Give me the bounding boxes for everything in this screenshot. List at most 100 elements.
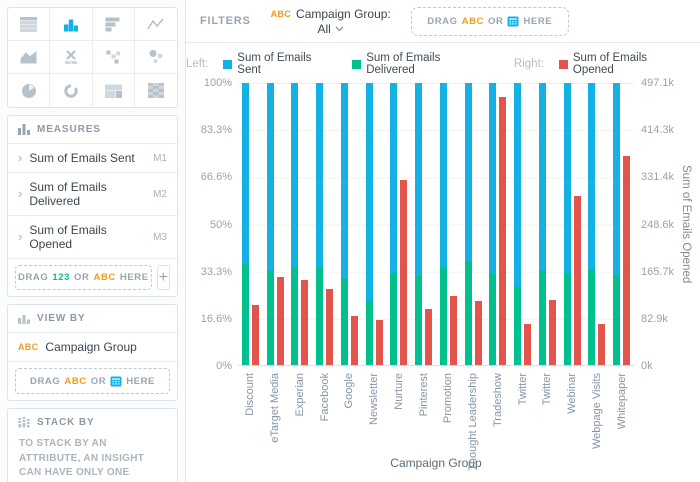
emails-sent-segment[interactable] xyxy=(365,83,373,302)
vis-type-heatmap[interactable] xyxy=(135,74,177,107)
campaign-group-filter-chip[interactable]: ABC Campaign Group: All xyxy=(271,7,391,36)
bar-group[interactable] xyxy=(535,83,560,365)
legend-item-emails-sent[interactable]: Sum of Emails Sent xyxy=(223,52,337,76)
emails-opened-bar[interactable] xyxy=(276,277,284,365)
bar-group[interactable] xyxy=(411,83,436,365)
stacked-bar[interactable] xyxy=(316,83,324,365)
bar-group[interactable] xyxy=(387,83,412,365)
emails-delivered-segment[interactable] xyxy=(514,287,522,365)
stacked-bar[interactable] xyxy=(415,83,423,365)
stacked-bar[interactable] xyxy=(340,83,348,365)
emails-delivered-segment[interactable] xyxy=(464,260,472,365)
emails-opened-bar[interactable] xyxy=(573,195,581,365)
vis-type-area-chart[interactable] xyxy=(8,41,51,74)
stacked-bar[interactable] xyxy=(464,83,472,365)
bar-group[interactable] xyxy=(560,83,585,365)
emails-opened-bar[interactable] xyxy=(598,323,606,365)
emails-opened-bar[interactable] xyxy=(251,305,259,365)
emails-opened-bar[interactable] xyxy=(400,180,408,365)
emails-sent-segment[interactable] xyxy=(538,83,546,272)
bar-group[interactable] xyxy=(510,83,535,365)
vis-type-scatter-plot[interactable] xyxy=(92,41,135,74)
stacked-bar[interactable] xyxy=(514,83,522,365)
emails-sent-segment[interactable] xyxy=(489,83,497,274)
emails-delivered-segment[interactable] xyxy=(563,274,571,365)
legend-item-emails-opened[interactable]: Sum of Emails Opened xyxy=(558,52,690,76)
stacked-bar[interactable] xyxy=(489,83,497,365)
emails-delivered-segment[interactable] xyxy=(365,301,373,365)
vis-type-headline[interactable] xyxy=(50,41,93,74)
bar-group[interactable] xyxy=(585,83,610,365)
emails-delivered-segment[interactable] xyxy=(613,274,621,365)
measures-dropzone[interactable]: DRAG 123 OR ABC HERE xyxy=(15,265,152,290)
bar-group[interactable] xyxy=(461,83,486,365)
emails-sent-segment[interactable] xyxy=(390,83,398,273)
bar-group[interactable] xyxy=(238,83,263,365)
emails-sent-segment[interactable] xyxy=(291,83,299,268)
chevron-right-icon[interactable]: › xyxy=(18,186,23,201)
emails-delivered-segment[interactable] xyxy=(415,276,423,365)
emails-opened-bar[interactable] xyxy=(449,296,457,365)
stacked-bar[interactable] xyxy=(563,83,571,365)
stacked-bar[interactable] xyxy=(365,83,373,365)
bar-group[interactable] xyxy=(288,83,313,365)
stacked-bar[interactable] xyxy=(390,83,398,365)
emails-opened-bar[interactable] xyxy=(375,319,383,365)
emails-sent-segment[interactable] xyxy=(266,83,274,272)
emails-opened-bar[interactable] xyxy=(548,299,556,365)
emails-delivered-segment[interactable] xyxy=(489,273,497,365)
emails-opened-bar[interactable] xyxy=(350,316,358,365)
bar-group[interactable] xyxy=(312,83,337,365)
emails-delivered-segment[interactable] xyxy=(266,271,274,365)
emails-delivered-segment[interactable] xyxy=(241,264,249,365)
stacked-bar[interactable] xyxy=(266,83,274,365)
stacked-bar[interactable] xyxy=(241,83,249,365)
bar-group[interactable] xyxy=(337,83,362,365)
emails-opened-bar[interactable] xyxy=(301,280,309,365)
bar-group[interactable] xyxy=(263,83,288,365)
vis-type-donut-chart[interactable] xyxy=(50,74,93,107)
emails-sent-segment[interactable] xyxy=(241,83,249,265)
emails-delivered-segment[interactable] xyxy=(439,267,447,365)
vis-type-pie-chart[interactable] xyxy=(8,74,51,107)
view-by-dropzone[interactable]: DRAG ABC OR HERE xyxy=(15,368,170,394)
emails-sent-segment[interactable] xyxy=(514,83,522,288)
vis-type-table[interactable] xyxy=(8,8,51,41)
emails-delivered-segment[interactable] xyxy=(538,271,546,365)
measure-item-emails-sent[interactable]: › Sum of Emails Sent M1 xyxy=(8,143,177,172)
stacked-bar[interactable] xyxy=(291,83,299,365)
stacked-bar[interactable] xyxy=(538,83,546,365)
emails-sent-segment[interactable] xyxy=(316,83,324,267)
bar-group[interactable] xyxy=(609,83,634,365)
chevron-right-icon[interactable]: › xyxy=(18,150,23,165)
emails-delivered-segment[interactable] xyxy=(588,269,596,365)
emails-sent-segment[interactable] xyxy=(588,83,596,270)
emails-sent-segment[interactable] xyxy=(563,83,571,275)
vis-type-bar-chart[interactable] xyxy=(92,8,135,41)
bar-group[interactable] xyxy=(362,83,387,365)
legend-item-emails-delivered[interactable]: Sum of Emails Delivered xyxy=(352,52,491,76)
add-measure-button[interactable]: + xyxy=(156,265,170,290)
emails-delivered-segment[interactable] xyxy=(316,266,324,365)
emails-delivered-segment[interactable] xyxy=(291,267,299,365)
view-by-item-campaign-group[interactable]: ABC Campaign Group xyxy=(8,332,177,361)
emails-opened-bar[interactable] xyxy=(474,300,482,365)
stacked-bar[interactable] xyxy=(439,83,447,365)
emails-delivered-segment[interactable] xyxy=(340,278,348,365)
measure-item-emails-delivered[interactable]: › Sum of Emails Delivered M2 xyxy=(8,172,177,215)
vis-type-column-chart[interactable] xyxy=(50,8,93,41)
vis-type-treemap[interactable] xyxy=(93,74,135,107)
filters-dropzone[interactable]: DRAG ABC OR HERE xyxy=(410,6,569,36)
emails-sent-segment[interactable] xyxy=(464,83,472,261)
bar-group[interactable] xyxy=(436,83,461,365)
measure-item-emails-opened[interactable]: › Sum of Emails Opened M3 xyxy=(8,215,177,258)
stacked-bar[interactable] xyxy=(613,83,621,365)
emails-opened-bar[interactable] xyxy=(623,155,631,365)
emails-delivered-segment[interactable] xyxy=(390,272,398,365)
chevron-right-icon[interactable]: › xyxy=(18,229,23,244)
vis-type-line-chart[interactable] xyxy=(134,8,177,41)
emails-sent-segment[interactable] xyxy=(415,83,423,277)
emails-opened-bar[interactable] xyxy=(524,324,532,365)
emails-sent-segment[interactable] xyxy=(439,83,447,268)
emails-opened-bar[interactable] xyxy=(326,288,334,365)
